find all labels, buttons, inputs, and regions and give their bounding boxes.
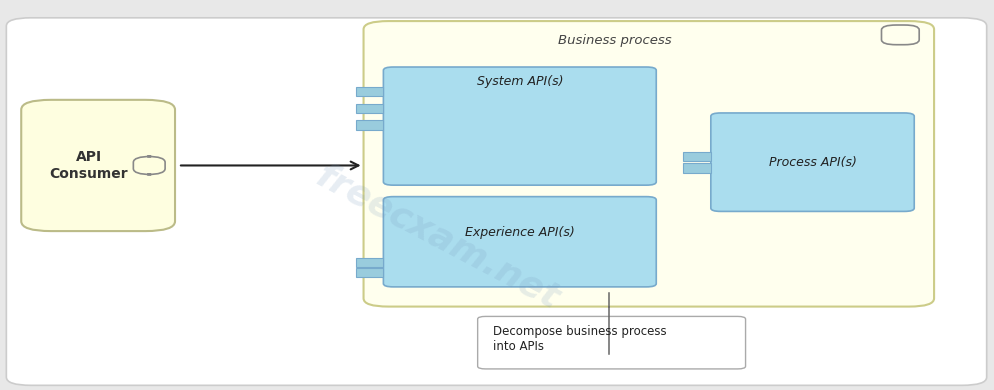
Text: freecxam.net: freecxam.net bbox=[310, 159, 565, 316]
FancyBboxPatch shape bbox=[363, 21, 933, 307]
Text: Process API(s): Process API(s) bbox=[767, 156, 856, 169]
Bar bbox=[682, 152, 710, 161]
Text: Experience API(s): Experience API(s) bbox=[464, 226, 575, 239]
Bar bbox=[355, 104, 383, 113]
Text: API
Consumer: API Consumer bbox=[50, 151, 128, 181]
FancyBboxPatch shape bbox=[383, 197, 656, 287]
Text: System API(s): System API(s) bbox=[476, 75, 563, 88]
Bar bbox=[355, 268, 383, 278]
FancyBboxPatch shape bbox=[383, 67, 656, 185]
Bar bbox=[355, 258, 383, 267]
Text: Decompose business process
into APIs: Decompose business process into APIs bbox=[492, 324, 666, 353]
Bar bbox=[355, 87, 383, 96]
FancyBboxPatch shape bbox=[6, 18, 986, 385]
Bar bbox=[682, 163, 710, 173]
FancyBboxPatch shape bbox=[21, 100, 175, 231]
Bar bbox=[355, 120, 383, 129]
FancyBboxPatch shape bbox=[477, 316, 745, 369]
FancyBboxPatch shape bbox=[710, 113, 913, 211]
Text: Business process: Business process bbox=[558, 34, 671, 47]
